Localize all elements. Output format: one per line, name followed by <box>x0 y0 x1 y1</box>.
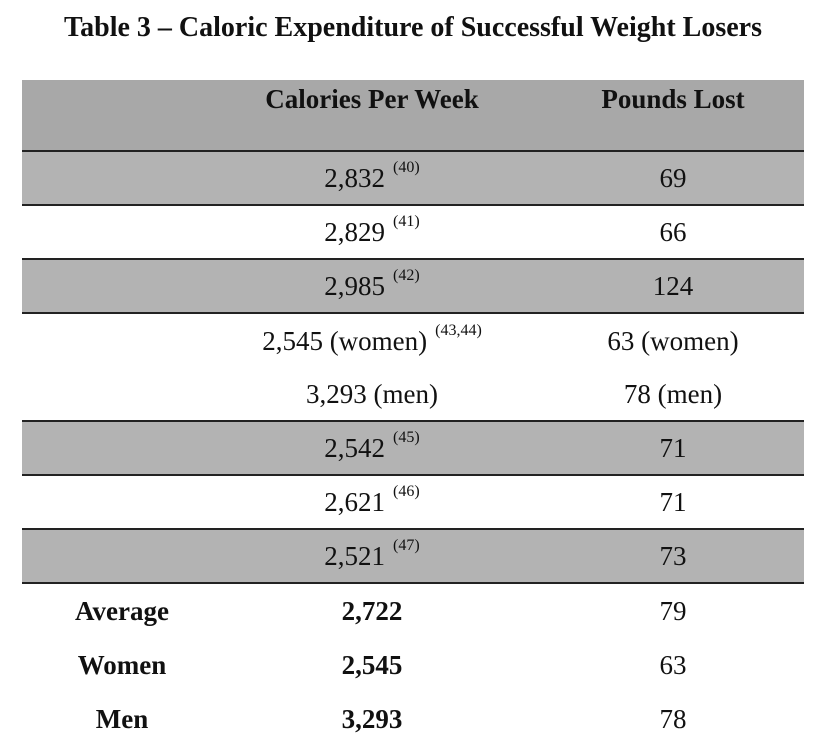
calories-value: 2,985 <box>324 270 386 301</box>
row-label <box>22 206 222 258</box>
calories-cell: 2,829 (41) <box>222 206 522 258</box>
summary-pounds: 78 <box>659 703 687 734</box>
pounds-cell: 63 (women) <box>607 325 739 356</box>
calories-cell: 2,832 (40) <box>222 152 522 204</box>
pounds-cell: 69 <box>659 162 687 193</box>
pounds-cell: 71 <box>659 486 687 517</box>
table-row: 2,521 (47) 73 <box>22 530 804 584</box>
reference-superscript: (45) <box>393 429 420 446</box>
pounds-cell: 124 <box>652 270 694 301</box>
table-row: 2,621 (46) 71 <box>22 476 804 530</box>
summary-calories: 2,545 <box>341 649 403 680</box>
row-label <box>22 368 222 420</box>
table-title: Table 3 – Caloric Expenditure of Success… <box>64 12 762 43</box>
calories-cell: 2,542 (45) <box>222 422 522 474</box>
row-label <box>22 260 222 312</box>
table-row: 2,832 (40) 69 <box>22 152 804 206</box>
summary-row-men: Men 3,293 78 <box>22 692 804 746</box>
row-label <box>22 476 222 528</box>
row-label <box>22 422 222 474</box>
calories-value: 3,293 (men) <box>306 378 438 409</box>
summary-pounds: 79 <box>659 595 687 626</box>
summary-label: Women <box>77 649 167 680</box>
pounds-cell: 73 <box>659 540 687 571</box>
summary-pounds: 63 <box>659 649 687 680</box>
row-label <box>22 530 222 582</box>
summary-label: Average <box>75 595 169 626</box>
calories-cell: 2,545 (women) (43,44) <box>222 314 522 368</box>
reference-superscript: (46) <box>393 483 420 500</box>
calories-cell: 2,521 (47) <box>222 530 522 582</box>
summary-row-women: Women 2,545 63 <box>22 638 804 692</box>
table-row: 2,985 (42) 124 <box>22 260 804 314</box>
summary-calories: 2,722 <box>341 595 403 626</box>
summary-label: Men <box>95 703 149 734</box>
calories-value: 2,621 <box>324 486 386 517</box>
calories-value: 2,545 (women) <box>262 325 428 356</box>
calories-value: 2,521 <box>324 540 386 571</box>
reference-superscript: (41) <box>393 213 420 230</box>
row-label <box>22 314 222 368</box>
reference-superscript: (42) <box>393 267 420 284</box>
table-row: 2,545 (women) (43,44) 63 (women) <box>22 314 804 368</box>
pounds-cell: 66 <box>659 216 687 247</box>
header-blank <box>22 80 222 150</box>
row-label <box>22 152 222 204</box>
reference-superscript: (40) <box>393 159 420 176</box>
calories-value: 2,832 <box>324 162 386 193</box>
header-calories-per-week: Calories Per Week <box>265 84 479 114</box>
summary-calories: 3,293 <box>341 703 403 734</box>
calories-cell: 3,293 (men) <box>222 368 522 420</box>
reference-superscript: (43,44) <box>435 322 482 339</box>
calories-value: 2,829 <box>324 216 386 247</box>
calories-cell: 2,621 (46) <box>222 476 522 528</box>
calories-cell: 2,985 (42) <box>222 260 522 312</box>
reference-superscript: (47) <box>393 537 420 554</box>
header-pounds-lost: Pounds Lost <box>601 84 745 114</box>
pounds-cell: 78 (men) <box>623 378 723 409</box>
table-row: 3,293 (men) 78 (men) <box>22 368 804 422</box>
summary-row-average: Average 2,722 79 <box>22 584 804 638</box>
table-row: 2,542 (45) 71 <box>22 422 804 476</box>
table-header-row: Calories Per Week Pounds Lost <box>22 80 804 152</box>
caloric-expenditure-table: Calories Per Week Pounds Lost 2,832 (40) … <box>22 80 804 746</box>
pounds-cell: 71 <box>659 432 687 463</box>
calories-value: 2,542 <box>324 432 386 463</box>
table-row: 2,829 (41) 66 <box>22 206 804 260</box>
